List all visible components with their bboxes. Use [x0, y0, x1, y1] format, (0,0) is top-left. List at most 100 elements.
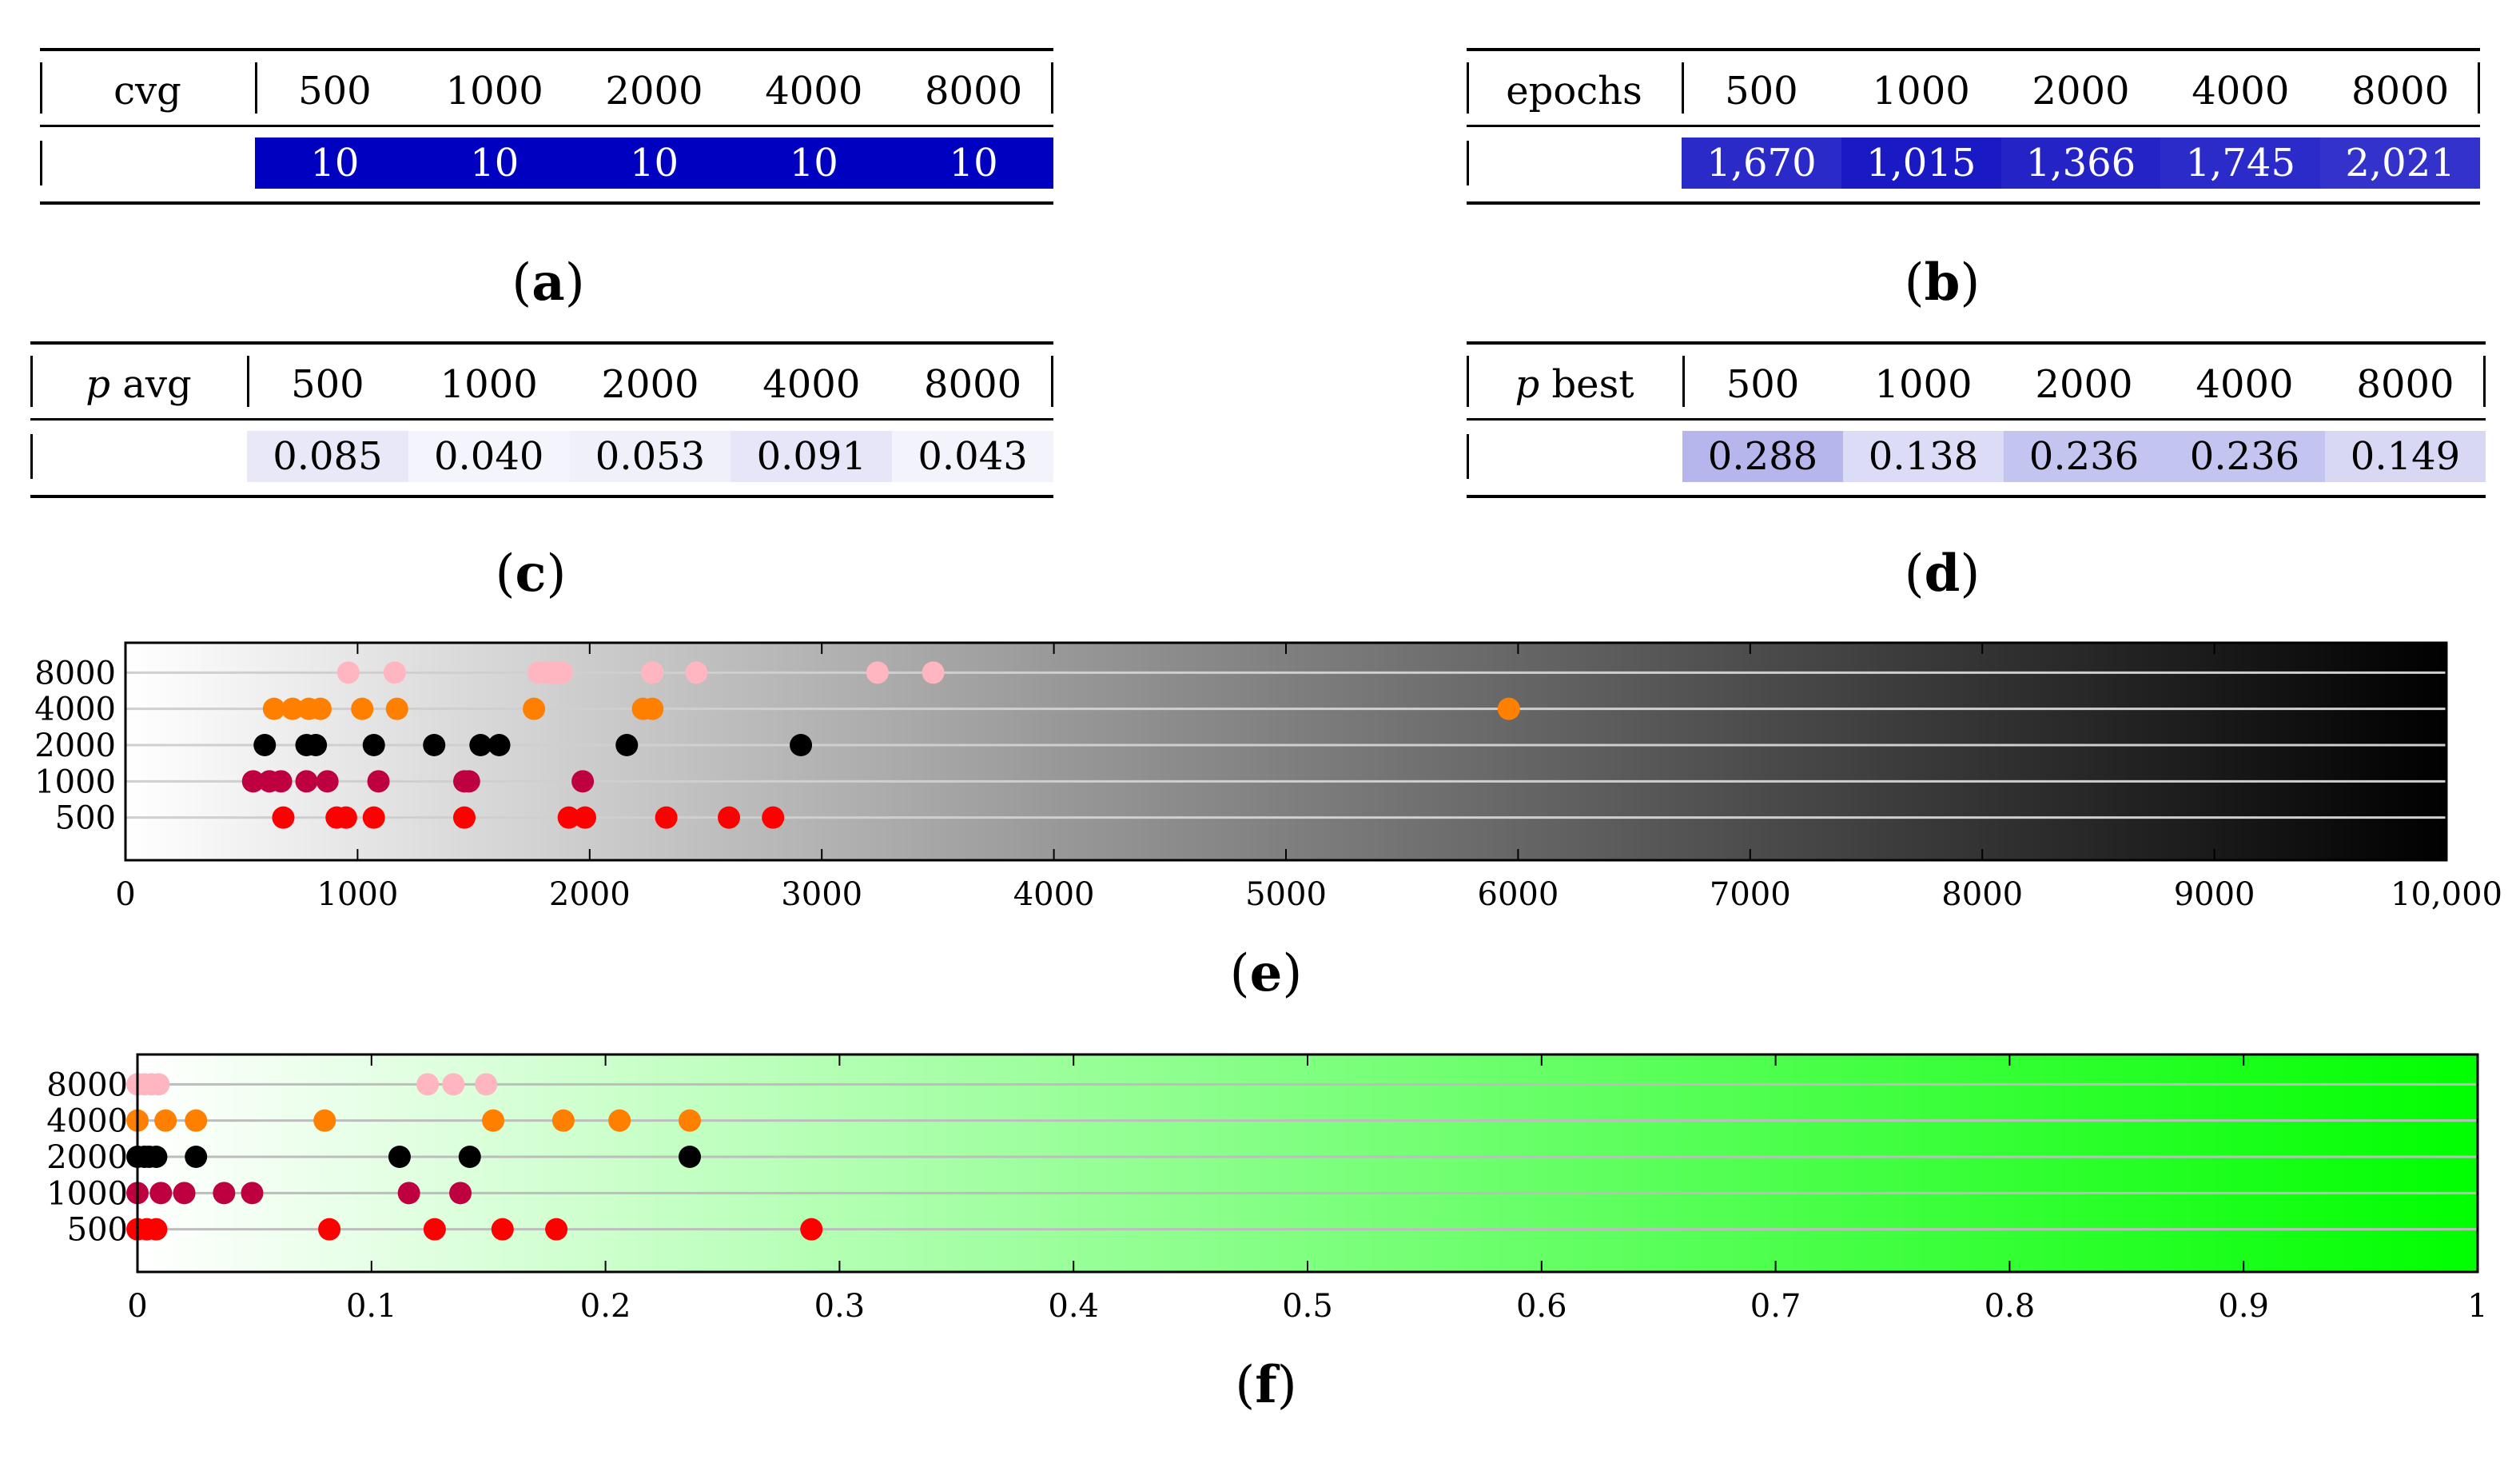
- data-point: [523, 697, 546, 720]
- x-tick-label: 0.9: [2218, 1288, 2269, 1325]
- x-tick-label: 0.3: [814, 1288, 866, 1325]
- column-header: 8000: [924, 362, 1022, 407]
- data-point: [318, 1218, 341, 1241]
- data-point: [269, 770, 293, 793]
- data-point: [173, 1182, 196, 1205]
- value-cell: 0.053: [569, 431, 731, 482]
- data-point: [367, 770, 390, 793]
- data-point: [551, 1109, 575, 1132]
- column-header: 4000: [2196, 362, 2294, 407]
- data-point: [336, 661, 360, 684]
- left-bar-values: [1467, 434, 1469, 479]
- table-b: epochs 500 1,670 1000 1,015 2000 1,366 4000 1,74…: [1467, 48, 2480, 208]
- column-header: 2000: [605, 69, 703, 114]
- value-cell: 1,670: [1682, 138, 1841, 189]
- value-cell: 10: [734, 138, 894, 189]
- data-point: [305, 734, 328, 756]
- x-tick-label: 0.1: [346, 1288, 397, 1325]
- x-tick-label: 10,000: [2391, 876, 2502, 913]
- value-cell: 0.043: [892, 431, 1053, 482]
- table-a: cvg 500 10 1000 10 2000 10 4000 10 8000 10: [40, 48, 1053, 208]
- data-point: [475, 1073, 498, 1096]
- column-header: 1000: [1872, 69, 1970, 114]
- data-point: [800, 1218, 823, 1241]
- header-label: p avg: [30, 351, 247, 418]
- data-point: [362, 734, 385, 756]
- data-point: [185, 1109, 208, 1132]
- right-bar-header: [2478, 62, 2480, 114]
- x-tick-label: 0.6: [1516, 1288, 1567, 1325]
- x-tick-label: 9000: [2174, 876, 2255, 913]
- data-point: [416, 1073, 440, 1096]
- data-point: [149, 1182, 173, 1205]
- data-point: [482, 1109, 505, 1132]
- value-cell: 1,366: [2000, 138, 2161, 189]
- data-point: [362, 806, 385, 829]
- left-bar-values: [30, 434, 33, 479]
- column-header: 4000: [2192, 69, 2290, 114]
- table-d: p best 500 0.288 1000 0.138 2000 0.236 4000 0.23…: [1467, 341, 2486, 501]
- row-label: 2000: [34, 728, 116, 764]
- data-point: [241, 1182, 264, 1205]
- column-header: 500: [291, 362, 364, 407]
- label-bar-header: [1682, 356, 1685, 407]
- bottom-rule: [1467, 201, 2480, 205]
- header-text: best: [1551, 362, 1634, 407]
- x-tick-label: 1: [2467, 1288, 2487, 1325]
- data-point: [213, 1182, 236, 1205]
- top-rule: [40, 48, 1053, 51]
- left-bar-header: [40, 62, 42, 114]
- header-variable: p: [1515, 362, 1552, 407]
- mid-rule: [1467, 125, 2480, 127]
- data-point: [154, 1109, 177, 1132]
- column-header: 500: [298, 69, 372, 114]
- caption-e-letter: e: [1249, 943, 1283, 1003]
- bottom-rule: [1467, 495, 2486, 498]
- mid-rule: [1467, 418, 2486, 421]
- caption-c-letter: c: [515, 544, 547, 604]
- data-point: [253, 734, 277, 756]
- data-point: [685, 661, 708, 684]
- data-point: [679, 1109, 702, 1132]
- column-header: 8000: [2351, 69, 2450, 114]
- data-point: [679, 1146, 702, 1168]
- caption-a: (a): [512, 253, 585, 313]
- top-rule: [30, 341, 1053, 345]
- x-tick-label: 2000: [549, 876, 631, 913]
- row-label: 500: [55, 800, 116, 837]
- right-bar-header: [2483, 356, 2486, 407]
- left-bar-header: [1467, 356, 1469, 407]
- x-tick-label: 8000: [1941, 876, 2023, 913]
- data-point: [316, 770, 339, 793]
- right-bar-header: [1051, 62, 1053, 114]
- caption-d: (d): [1904, 544, 1981, 604]
- left-bar-values: [1467, 141, 1469, 185]
- x-tick-label: 0.7: [1750, 1288, 1801, 1325]
- header-text: avg: [122, 362, 192, 407]
- value-cell: 10: [894, 138, 1053, 189]
- data-point: [313, 1109, 336, 1132]
- row-label: 8000: [46, 1066, 128, 1103]
- value-cell: 0.138: [1843, 431, 2004, 482]
- column-header: 4000: [762, 362, 861, 407]
- right-bar-header: [1051, 356, 1053, 407]
- plot-background: [125, 643, 2446, 860]
- left-bar-header: [1467, 62, 1469, 114]
- row-label: 4000: [46, 1103, 128, 1140]
- data-point: [571, 770, 595, 793]
- column-header: 500: [1726, 362, 1800, 407]
- data-point: [452, 806, 476, 829]
- header-text: epochs: [1506, 69, 1642, 114]
- column-header: 1000: [440, 362, 538, 407]
- top-rule: [1467, 48, 2480, 51]
- label-bar-header: [255, 62, 257, 114]
- data-point: [388, 1146, 411, 1168]
- label-bar-header: [1682, 62, 1684, 114]
- data-point: [790, 734, 813, 756]
- data-point: [272, 806, 295, 829]
- column-header: 4000: [765, 69, 863, 114]
- data-point: [385, 697, 408, 720]
- data-point: [423, 734, 446, 756]
- x-tick-label: 7000: [1710, 876, 1791, 913]
- data-point: [866, 661, 889, 684]
